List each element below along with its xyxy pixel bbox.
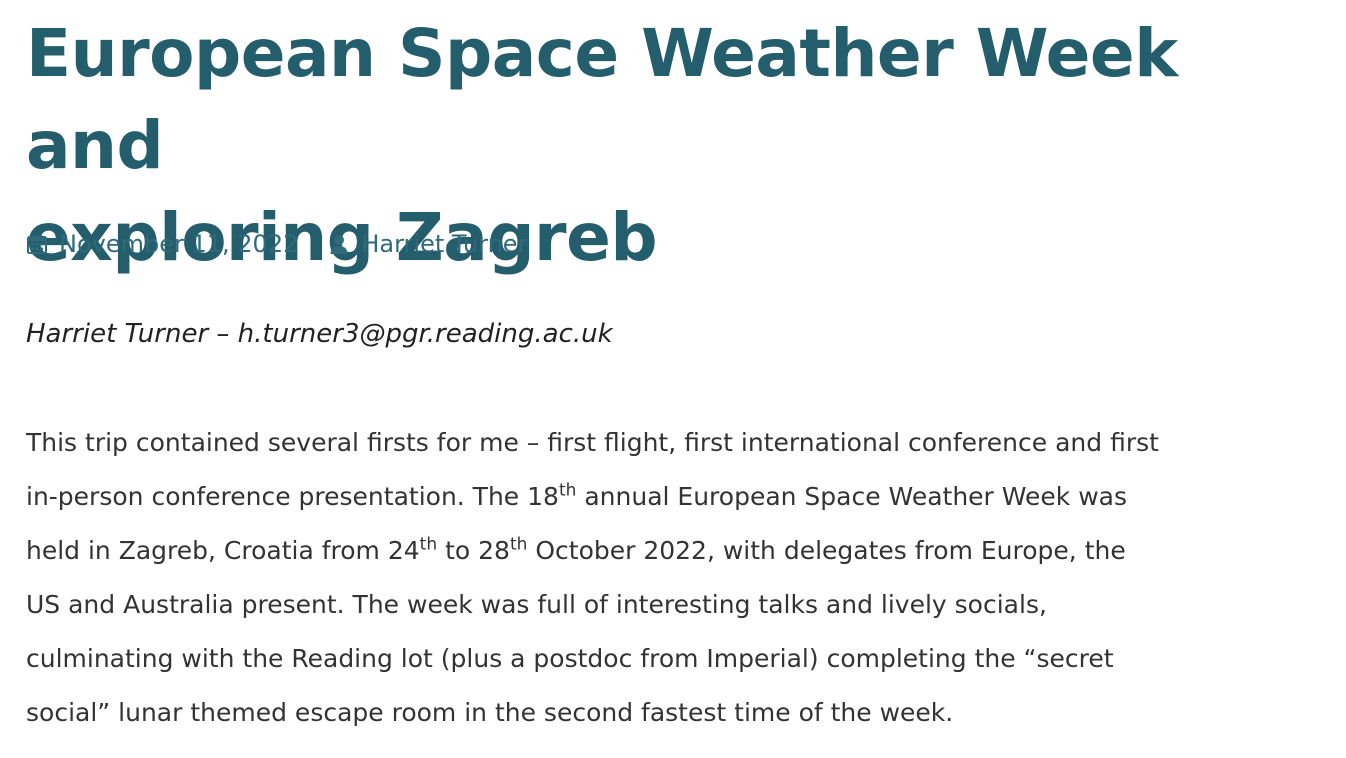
ordinal-suffix: th xyxy=(419,534,438,555)
post-author: Harriet Turner xyxy=(328,228,527,260)
paragraph-text: US and Australia present. The week was f… xyxy=(26,590,1047,619)
paragraph-line: US and Australia present. The week was f… xyxy=(26,578,1326,632)
user-icon xyxy=(328,233,350,255)
author-byline: Harriet Turner – h.turner3@pgr.reading.a… xyxy=(26,319,613,349)
paragraph-text: October 2022, with delegates from Europe… xyxy=(527,536,1126,565)
post-date-link[interactable]: November 11, 2022 xyxy=(59,230,299,258)
paragraph-text: social” lunar themed escape room in the … xyxy=(26,698,954,727)
paragraph-text: in-person conference presentation. The 1… xyxy=(26,482,559,511)
ordinal-suffix: th xyxy=(509,534,528,555)
paragraph-text: annual European Space Weather Week was xyxy=(576,482,1128,511)
paragraph-text: This trip contained several firsts for m… xyxy=(26,428,1159,457)
paragraph-line: held in Zagreb, Croatia from 24th to 28t… xyxy=(26,524,1326,578)
paragraph-text: culminating with the Reading lot (plus a… xyxy=(26,644,1114,673)
article: European Space Weather Week and explorin… xyxy=(26,0,1326,727)
article-title: European Space Weather Week and explorin… xyxy=(26,0,1326,284)
paragraph-line: social” lunar themed escape room in the … xyxy=(26,686,1326,740)
post-meta: November 11, 2022 Harriet Turner xyxy=(26,228,527,260)
article-title-line-1: European Space Weather Week and xyxy=(26,15,1178,184)
paragraph-line: culminating with the Reading lot (plus a… xyxy=(26,632,1326,686)
article-paragraph: This trip contained several firsts for m… xyxy=(26,416,1326,740)
ordinal-suffix: th xyxy=(558,480,577,501)
paragraph-text: to 28 xyxy=(437,536,510,565)
paragraph-text: held in Zagreb, Croatia from 24 xyxy=(26,536,420,565)
calendar-icon xyxy=(26,233,48,255)
paragraph-line: in-person conference presentation. The 1… xyxy=(26,470,1326,524)
post-date: November 11, 2022 xyxy=(26,228,298,260)
post-author-link[interactable]: Harriet Turner xyxy=(361,230,528,258)
paragraph-line: This trip contained several firsts for m… xyxy=(26,416,1326,470)
